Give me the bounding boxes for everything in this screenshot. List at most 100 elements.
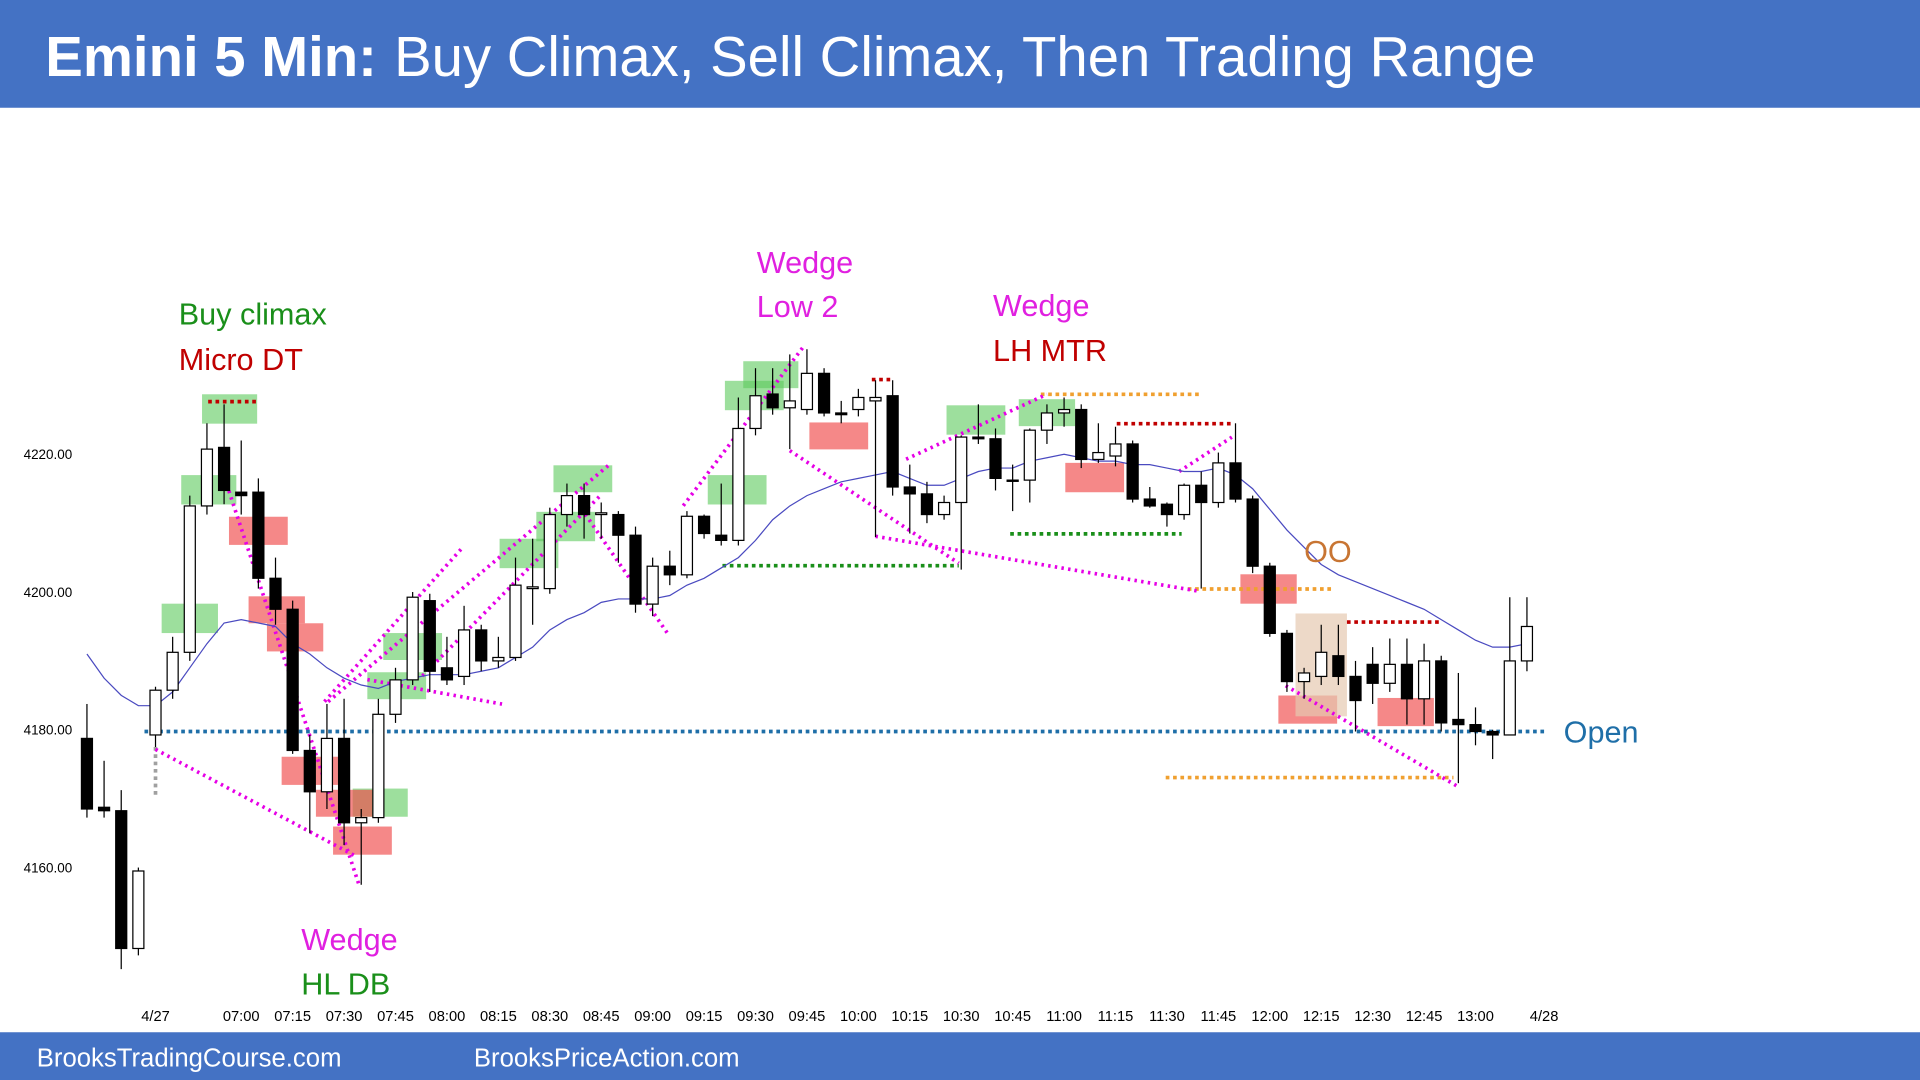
y-tick-label: 4180.00	[24, 723, 73, 738]
zone	[202, 394, 258, 424]
candle-body	[1315, 651, 1328, 678]
candle-body	[869, 396, 882, 402]
trend-line	[788, 449, 960, 565]
title-rest: Buy Climax, Sell Climax, Then Trading Ra…	[394, 25, 1535, 88]
candle-body	[1520, 625, 1534, 662]
candle-body	[1486, 730, 1499, 736]
zones	[161, 361, 1434, 855]
zone	[1065, 462, 1125, 493]
trend-line	[367, 677, 503, 706]
x-tick-label: 10:15	[891, 1009, 928, 1025]
x-tick-label: 11:30	[1149, 1009, 1185, 1025]
y-tick-label: 4160.00	[24, 860, 73, 875]
x-tick-label: 11:15	[1098, 1009, 1134, 1025]
footer-bar	[0, 1032, 1920, 1080]
candle-body	[149, 689, 162, 736]
candle-body	[492, 656, 505, 662]
candle-body	[115, 810, 128, 950]
candle-body	[235, 491, 248, 497]
candle-body	[1452, 718, 1465, 726]
x-tick-label: 07:45	[377, 1009, 414, 1025]
footer-left: BrooksTradingCourse.com	[37, 1045, 342, 1073]
annotation: Wedge	[301, 923, 397, 957]
candle-body	[1503, 660, 1516, 736]
candle-body	[1263, 565, 1276, 634]
candle-body	[920, 493, 934, 516]
candle-body	[1349, 675, 1362, 702]
candle-body	[1126, 443, 1139, 500]
x-tick-label: 12:15	[1303, 1009, 1340, 1025]
title-lead: Emini 5 Min:	[45, 25, 377, 88]
y-tick-label: 4220.00	[24, 447, 73, 462]
x-tick-label: 13:00	[1457, 1009, 1494, 1025]
annotation: Micro DT	[179, 343, 303, 377]
candle-body	[509, 584, 522, 659]
candle-body	[749, 395, 762, 430]
trend-line	[326, 463, 610, 704]
candle-body	[1160, 503, 1174, 516]
candle-body	[389, 679, 402, 715]
candle-body	[989, 438, 1002, 480]
x-tick-label: 12:45	[1406, 1009, 1443, 1025]
trend-line	[323, 547, 464, 703]
candle-body	[560, 495, 574, 516]
candle-body	[955, 436, 968, 504]
candle-body	[612, 513, 625, 536]
candle-body	[629, 534, 642, 605]
candle-body	[1006, 479, 1019, 482]
candle-body	[1195, 484, 1208, 504]
x-tick-label: 08:30	[531, 1009, 568, 1025]
candle-body	[1383, 663, 1396, 684]
y-tick-label: 4200.00	[24, 585, 73, 600]
candle-body	[697, 515, 711, 535]
candle-body	[166, 651, 179, 691]
candle-body	[1075, 408, 1088, 461]
x-tick-label: 09:30	[737, 1009, 774, 1025]
candle-body	[320, 737, 334, 793]
candle-body	[1332, 655, 1345, 678]
zone	[1377, 697, 1434, 727]
candle-body	[457, 629, 471, 678]
candle-body	[132, 870, 145, 950]
candle-body	[423, 600, 436, 672]
candle-body	[1280, 632, 1294, 683]
x-tick-label: 4/28	[1530, 1009, 1559, 1025]
x-tick-label: 09:45	[789, 1009, 826, 1025]
annotation: Wedge	[757, 246, 853, 280]
trend-line	[421, 494, 602, 678]
plot: 4160.00 4180.00 4200.00 4220.00 4/27 07:00 07:…	[24, 349, 1639, 1025]
annotation: Wedge	[993, 289, 1089, 323]
chart-title: Emini 5 Min: Buy Climax, Sell Climax, The…	[45, 25, 1535, 88]
trend-line	[154, 747, 359, 859]
x-tick-label: 10:30	[943, 1009, 980, 1025]
candle-body	[1092, 451, 1105, 461]
candle-body	[252, 491, 265, 579]
candle-body	[715, 534, 728, 541]
x-tick-label: 08:00	[429, 1009, 466, 1025]
candle-body	[903, 486, 916, 495]
x-tick-label: 07:15	[274, 1009, 311, 1025]
trend-line	[905, 392, 1048, 461]
ema-line	[86, 453, 1528, 707]
candle-body	[1366, 663, 1379, 684]
candle-body	[783, 400, 796, 409]
candle-body	[337, 737, 351, 824]
title-bar	[0, 0, 1920, 108]
candle-body	[1109, 443, 1122, 457]
x-tick-label: 08:45	[583, 1009, 620, 1025]
x-tick-label: 07:00	[223, 1009, 260, 1025]
candle-body	[1229, 462, 1242, 500]
candle-body	[595, 512, 608, 516]
candle-body	[1417, 660, 1431, 700]
annotation: HL DB	[301, 967, 390, 1001]
annotation: Buy climax	[179, 297, 327, 331]
candle-body	[852, 396, 865, 411]
annotation: OO	[1304, 535, 1352, 569]
candle-body	[1143, 498, 1156, 507]
candle-body	[1057, 408, 1071, 414]
x-tick-label: 07:30	[326, 1009, 363, 1025]
candle-body	[372, 713, 385, 819]
x-tick-label: 12:30	[1354, 1009, 1391, 1025]
candle-body	[817, 372, 831, 414]
candle-body	[1469, 724, 1482, 733]
